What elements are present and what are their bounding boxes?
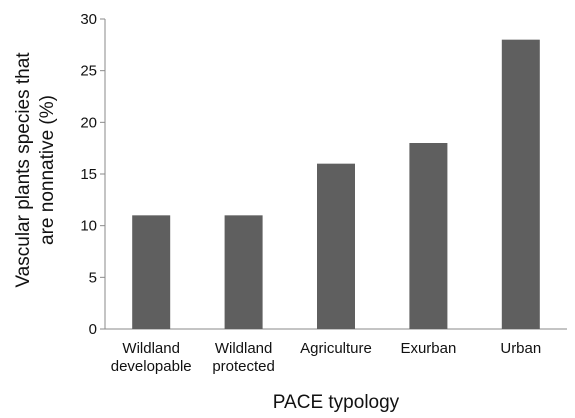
y-tick-label: 5 (89, 269, 97, 286)
y-tick-label: 20 (80, 114, 97, 131)
x-category-label: Wildland (215, 340, 273, 357)
x-axis-title: PACE typology (273, 392, 400, 413)
bar (132, 215, 171, 329)
x-category-label: Wildland (122, 340, 180, 357)
x-category-label: Agriculture (300, 340, 372, 357)
x-category-label: protected (212, 358, 275, 375)
y-axis-title-line-1: Vascular plants species that (13, 52, 34, 288)
y-tick-label: 30 (80, 11, 97, 28)
x-category-label: Urban (500, 340, 541, 357)
y-tick-label: 10 (80, 218, 97, 235)
x-category-label: Exurban (400, 340, 456, 357)
y-tick-label: 0 (89, 321, 97, 338)
bar (224, 215, 263, 329)
x-category-labels: WildlanddevelopableWildlandprotectedAgri… (111, 340, 541, 375)
bars (132, 39, 540, 330)
bar (501, 39, 540, 330)
y-tick-label: 25 (80, 63, 97, 80)
bar (317, 163, 355, 329)
bar (409, 143, 448, 329)
y-axis-title-line-2: are nonnative (%) (37, 95, 58, 245)
x-category-label: developable (111, 358, 192, 375)
y-ticks: 0 5 10 15 20 25 30 (80, 11, 105, 338)
y-tick-label: 15 (80, 166, 97, 183)
